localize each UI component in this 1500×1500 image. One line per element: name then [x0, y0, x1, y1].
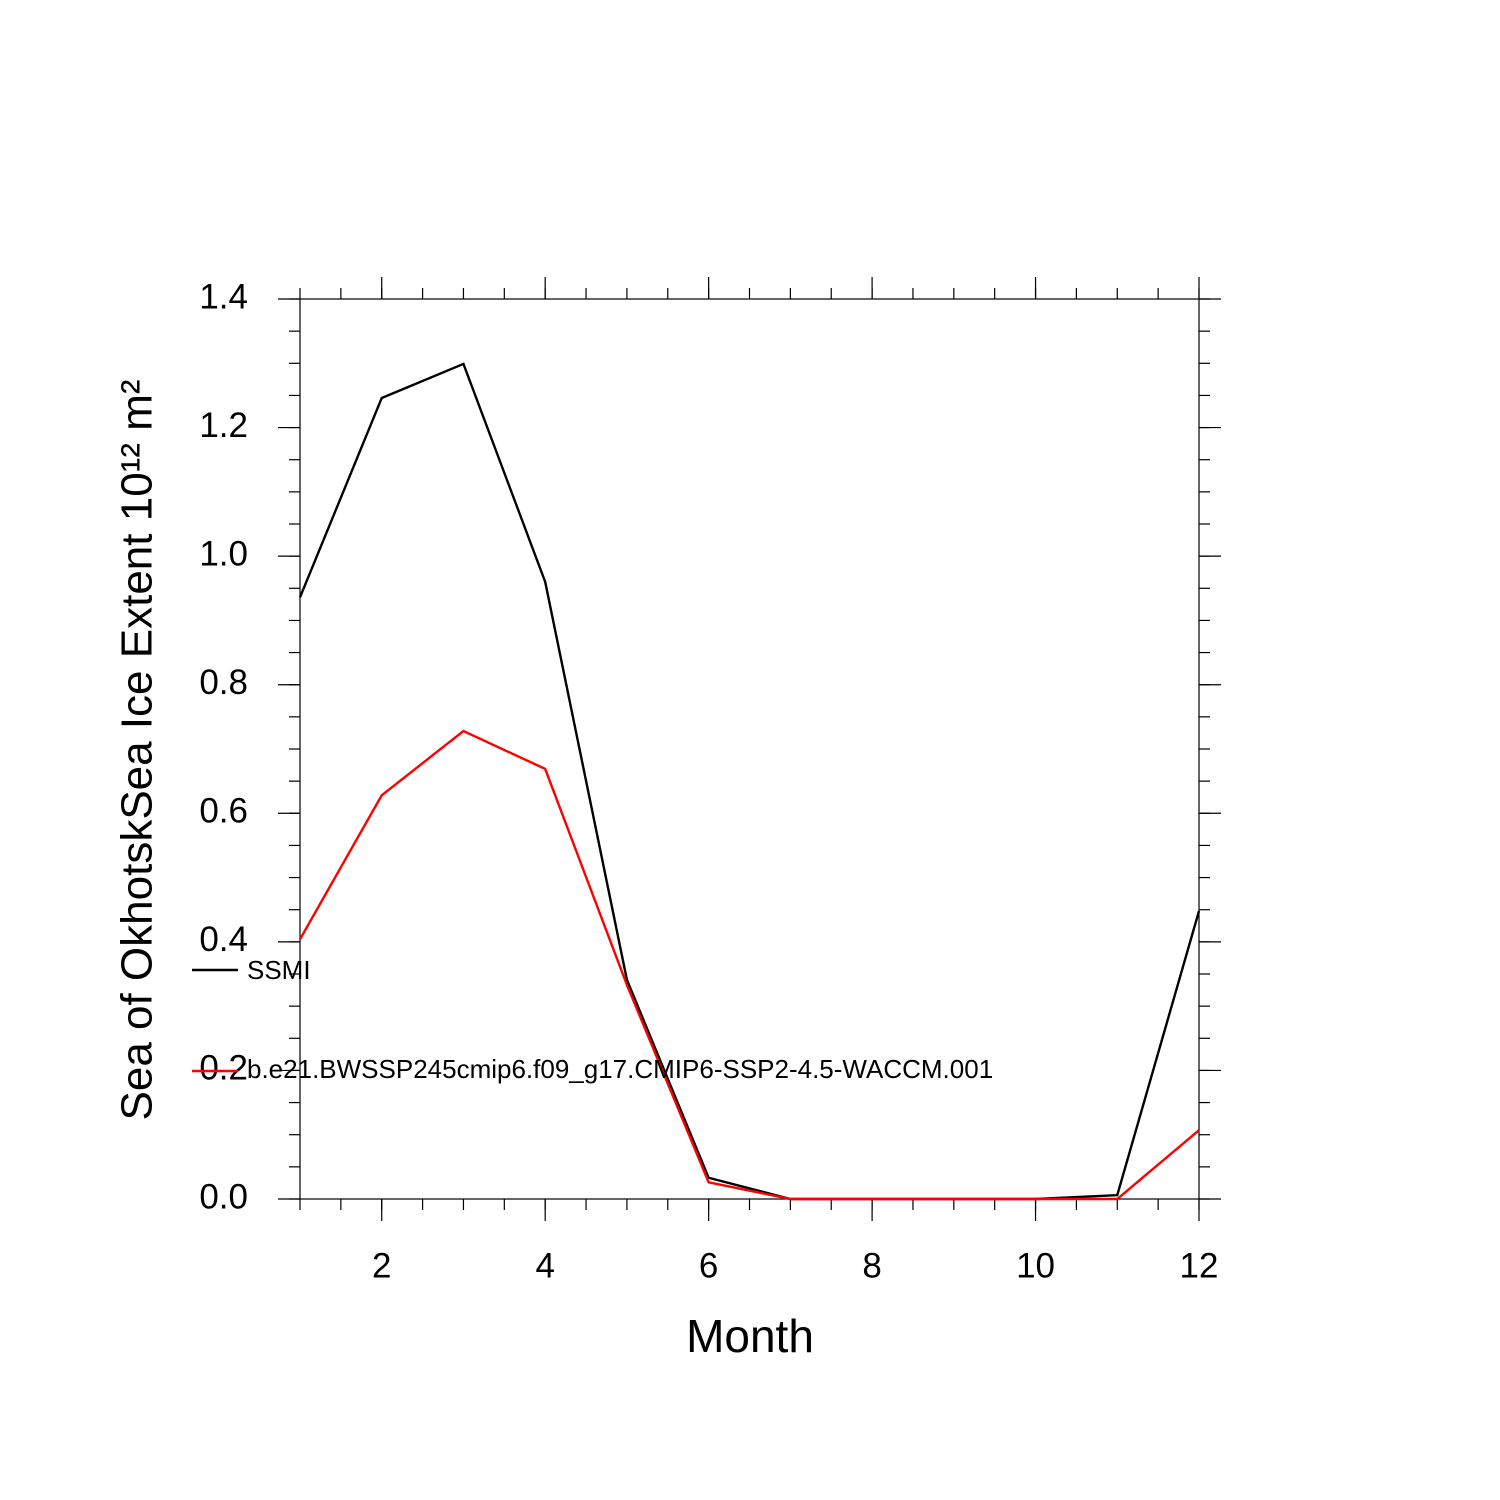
legend-label: SSMI	[247, 955, 311, 985]
legend-label: b.e21.BWSSP245cmip6.f09_g17.CMIP6-SSP2-4…	[247, 1054, 993, 1084]
y-axis-label: Sea of OkhotskSea Ice Extent 10¹² m²	[113, 380, 162, 1121]
x-tick-label: 4	[535, 1246, 554, 1285]
y-tick-label: 0.4	[199, 920, 248, 959]
y-tick-label: 0.6	[199, 792, 248, 831]
x-axis-label: Month	[686, 1310, 814, 1362]
x-tick-label: 12	[1180, 1246, 1219, 1285]
y-tick-label: 1.4	[199, 277, 248, 316]
x-tick-label: 8	[862, 1246, 881, 1285]
x-tick-label: 6	[699, 1246, 718, 1285]
data-line	[298, 729, 1200, 1201]
y-tick-label: 0.2	[199, 1049, 248, 1088]
y-tick-label: 0.0	[199, 1177, 248, 1216]
x-tick-label: 2	[372, 1246, 391, 1285]
y-tick-label: 0.8	[199, 663, 248, 702]
y-tick-label: 1.0	[199, 534, 248, 573]
y-tick-label: 1.2	[199, 406, 248, 445]
x-tick-label: 10	[1016, 1246, 1055, 1285]
